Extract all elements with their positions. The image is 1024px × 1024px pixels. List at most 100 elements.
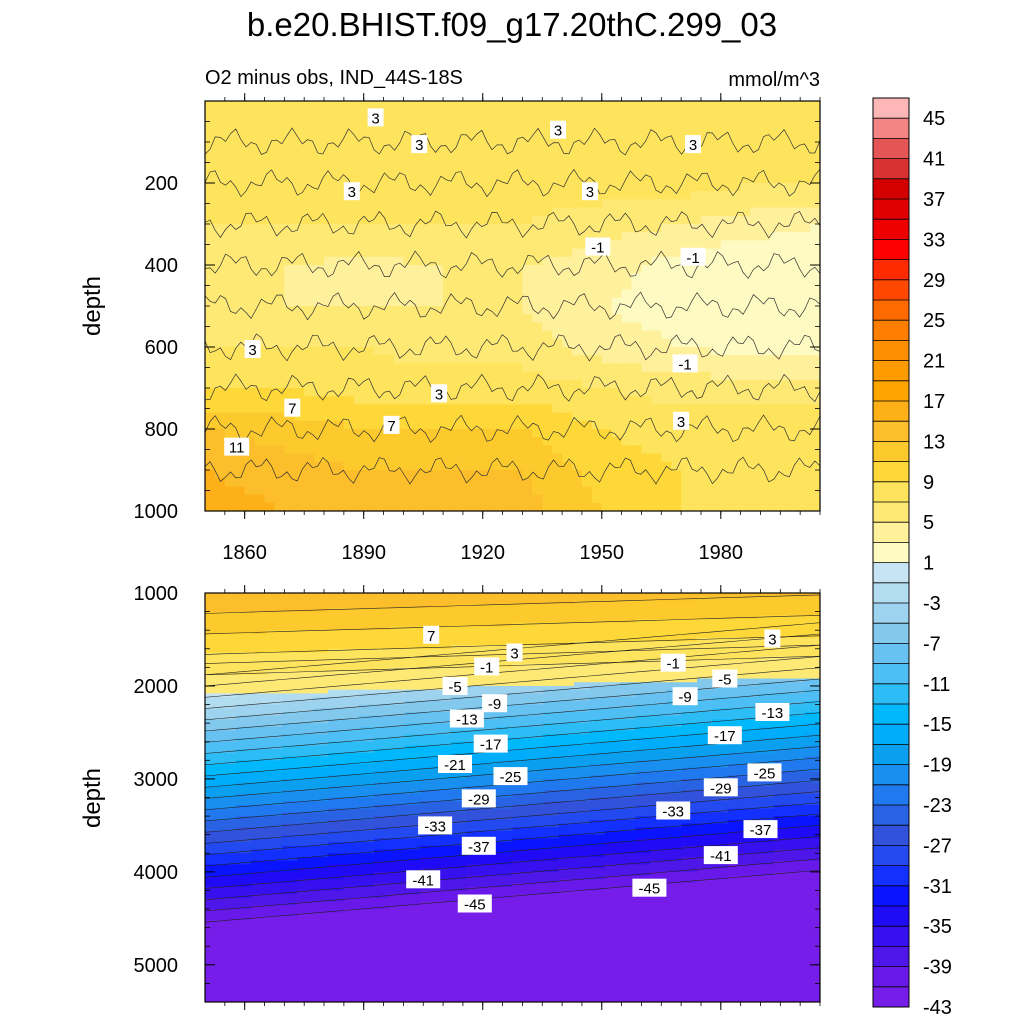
field-cell bbox=[297, 864, 314, 869]
field-cell bbox=[235, 994, 252, 999]
field-cell bbox=[220, 886, 237, 892]
field-cell bbox=[284, 461, 295, 471]
field-cell bbox=[264, 150, 276, 159]
field-cell bbox=[472, 142, 484, 151]
field-cell bbox=[502, 191, 514, 200]
field-cell bbox=[297, 689, 314, 694]
field-cell bbox=[389, 704, 406, 709]
field-cell bbox=[532, 388, 543, 397]
field-cell bbox=[205, 478, 216, 487]
field-cell bbox=[750, 101, 762, 110]
field-cell bbox=[492, 338, 504, 348]
field-cell bbox=[297, 730, 314, 735]
field-cell bbox=[581, 281, 593, 291]
field-cell bbox=[562, 248, 573, 258]
field-cell bbox=[413, 355, 424, 364]
field-cell bbox=[492, 470, 504, 479]
field-cell bbox=[420, 760, 437, 765]
field-cell bbox=[681, 150, 692, 159]
field-cell bbox=[220, 860, 237, 866]
field-cell bbox=[462, 404, 474, 414]
field-cell bbox=[720, 109, 732, 118]
field-cell bbox=[251, 834, 268, 839]
field-cell bbox=[790, 502, 801, 511]
field-cell bbox=[750, 109, 762, 118]
field-cell bbox=[790, 273, 801, 282]
field-cell bbox=[251, 685, 268, 691]
field-cell bbox=[691, 429, 702, 438]
field-cell bbox=[710, 191, 722, 200]
field-cell bbox=[234, 248, 246, 258]
field-cell bbox=[651, 297, 662, 307]
field-cell bbox=[760, 125, 771, 135]
field-cell bbox=[251, 626, 268, 631]
field-cell bbox=[492, 232, 504, 241]
field-cell bbox=[358, 697, 375, 702]
field-cell bbox=[420, 715, 437, 721]
field-cell bbox=[770, 470, 781, 479]
field-cell bbox=[251, 693, 268, 698]
field-cell bbox=[205, 983, 221, 988]
field-cell bbox=[435, 667, 452, 672]
field-cell bbox=[297, 823, 314, 828]
field-cell bbox=[404, 830, 421, 836]
field-cell bbox=[343, 949, 360, 955]
field-cell bbox=[264, 388, 276, 397]
field-cell bbox=[681, 174, 692, 184]
field-cell bbox=[591, 101, 603, 110]
field-cell bbox=[220, 890, 237, 895]
field-cell bbox=[443, 191, 454, 200]
field-cell bbox=[251, 778, 268, 784]
field-cell bbox=[404, 656, 421, 661]
field-cell bbox=[244, 306, 256, 315]
field-cell bbox=[383, 453, 395, 463]
field-cell bbox=[324, 306, 335, 315]
field-cell bbox=[353, 338, 365, 348]
field-cell bbox=[358, 838, 375, 843]
field-cell bbox=[651, 142, 662, 151]
field-cell bbox=[552, 453, 563, 463]
field-cell bbox=[304, 355, 315, 364]
field-cell bbox=[205, 502, 216, 511]
field-cell bbox=[433, 445, 444, 455]
field-cell bbox=[404, 987, 421, 992]
field-cell bbox=[363, 314, 375, 323]
field-cell bbox=[492, 502, 504, 511]
field-cell bbox=[532, 355, 543, 364]
field-cell bbox=[343, 265, 355, 274]
field-cell bbox=[730, 232, 742, 241]
field-cell bbox=[800, 273, 811, 282]
field-cell bbox=[572, 256, 583, 266]
field-cell bbox=[681, 125, 692, 135]
field-cell bbox=[251, 975, 268, 981]
field-cell bbox=[572, 191, 583, 200]
field-cell bbox=[205, 745, 221, 750]
field-cell bbox=[389, 883, 406, 888]
field-cell bbox=[750, 470, 762, 479]
field-cell bbox=[750, 453, 762, 463]
field-cell bbox=[373, 265, 385, 274]
field-cell bbox=[324, 363, 335, 373]
field-cell bbox=[661, 174, 672, 184]
field-cell bbox=[312, 897, 329, 903]
field-cell bbox=[266, 935, 283, 940]
field-cell bbox=[374, 719, 391, 724]
field-cell bbox=[328, 700, 344, 706]
field-cell bbox=[552, 289, 563, 299]
field-cell bbox=[312, 715, 329, 721]
field-cell bbox=[304, 437, 315, 446]
field-cell bbox=[601, 125, 613, 135]
field-cell bbox=[435, 801, 452, 806]
field-cell bbox=[760, 117, 771, 127]
field-cell bbox=[343, 648, 360, 654]
field-cell bbox=[251, 619, 268, 624]
field-cell bbox=[220, 667, 237, 672]
field-cell bbox=[374, 890, 391, 895]
field-cell bbox=[353, 174, 365, 184]
field-cell bbox=[205, 109, 216, 118]
field-cell bbox=[780, 224, 791, 233]
field-cell bbox=[284, 117, 295, 127]
field-cell bbox=[522, 174, 533, 184]
field-cell bbox=[502, 224, 514, 233]
field-cell bbox=[281, 734, 298, 739]
